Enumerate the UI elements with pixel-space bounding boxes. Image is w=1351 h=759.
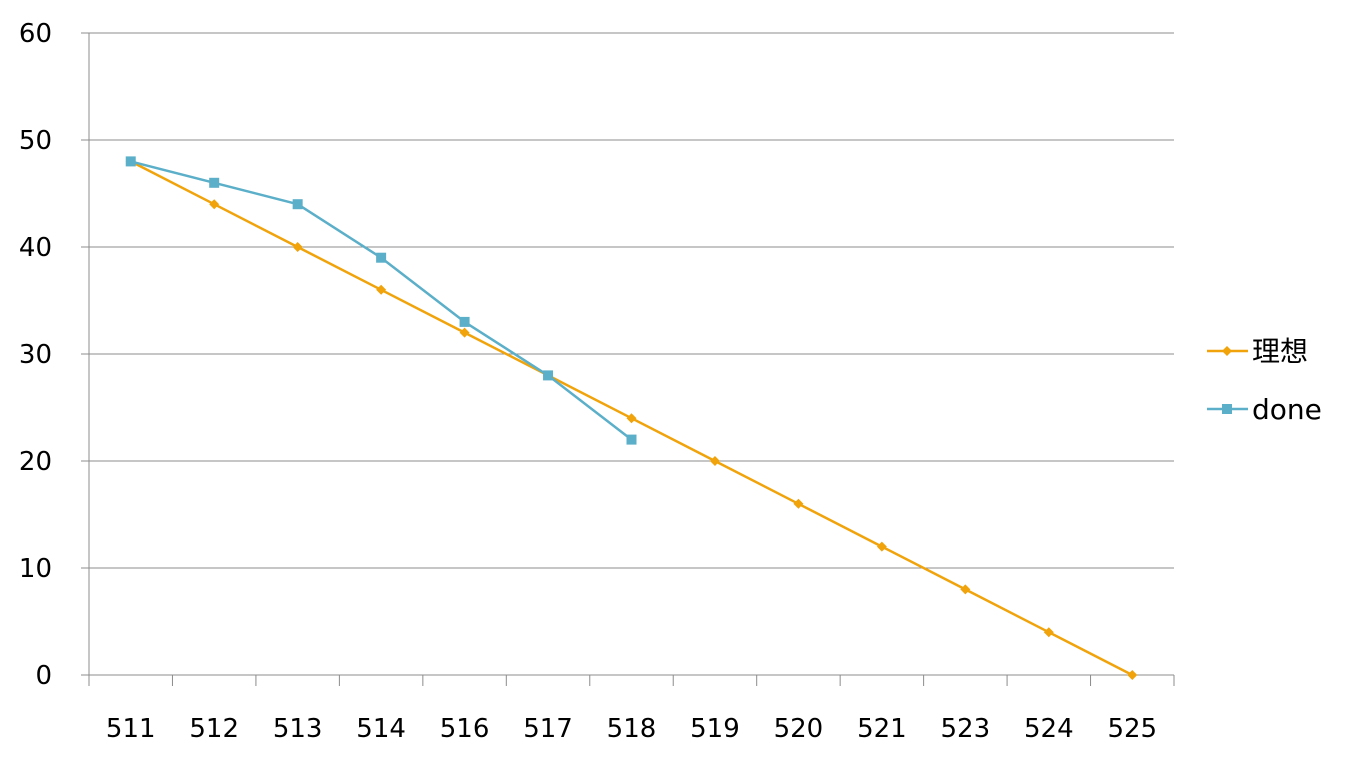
legend: 理想 done — [1207, 335, 1322, 426]
x-tick-label: 525 — [1107, 714, 1157, 744]
data-point — [459, 316, 470, 327]
data-point — [292, 199, 303, 210]
legend-marker — [1222, 404, 1232, 414]
x-tick-label: 514 — [356, 714, 406, 744]
data-point — [292, 242, 303, 252]
y-tick-label: 20 — [19, 447, 52, 477]
data-point — [626, 413, 637, 424]
x-tick-label: 512 — [189, 714, 239, 744]
x-tick-label: 520 — [774, 714, 824, 744]
legend-label: 理想 — [1252, 335, 1308, 368]
series — [125, 156, 1138, 680]
data-point — [376, 284, 387, 295]
y-tick-label: 30 — [19, 340, 52, 370]
x-tick-label: 521 — [857, 714, 907, 744]
grid — [89, 32, 1174, 569]
data-point — [876, 541, 887, 552]
data-point — [793, 498, 804, 509]
data-point — [209, 177, 220, 188]
data-point — [376, 252, 387, 263]
x-tick-label: 516 — [440, 714, 490, 744]
data-point — [960, 584, 971, 595]
x-tick-label: 517 — [523, 714, 573, 744]
data-point — [125, 156, 136, 167]
data-point — [626, 434, 637, 445]
x-tick-label: 524 — [1024, 714, 1074, 744]
series-1 — [125, 156, 637, 445]
series-0 — [125, 156, 1138, 680]
data-point — [209, 199, 220, 210]
legend-item: 理想 — [1207, 335, 1308, 368]
y-tick-label: 50 — [19, 126, 52, 156]
data-point — [709, 456, 720, 466]
series-line — [130, 160, 633, 441]
x-tick-label: 519 — [690, 714, 740, 744]
legend-item: done — [1207, 393, 1322, 426]
axes: 0 10 20 30 40 50 60 511 512 513 514 516 517 518 519 520… — [19, 19, 1175, 744]
data-point — [1127, 670, 1138, 680]
x-tick-label: 513 — [273, 714, 323, 744]
data-point — [1043, 627, 1054, 638]
data-point — [459, 327, 470, 338]
y-tick-label: 60 — [19, 19, 52, 49]
x-tick-label: 511 — [106, 714, 156, 744]
legend-label: done — [1252, 393, 1322, 426]
x-tick-label: 518 — [607, 714, 657, 744]
y-tick-label: 0 — [35, 661, 52, 691]
data-point — [543, 370, 554, 381]
y-tick-label: 40 — [19, 233, 52, 263]
y-tick-label: 10 — [19, 554, 52, 584]
x-tick-label: 523 — [941, 714, 991, 744]
legend-marker — [1222, 346, 1232, 356]
